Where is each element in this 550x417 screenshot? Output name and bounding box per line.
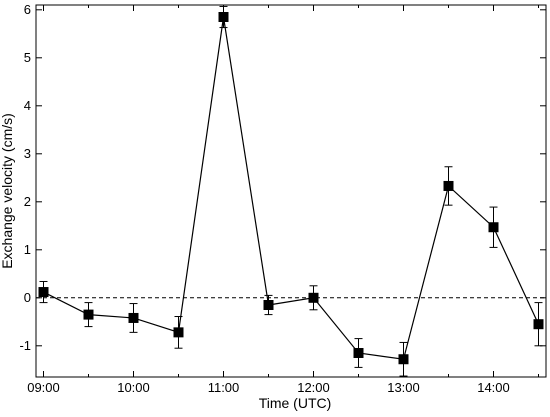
data-point bbox=[83, 309, 94, 320]
x-tick-label: 11:00 bbox=[208, 380, 240, 395]
data-point bbox=[263, 300, 274, 310]
x-tick-label: 14:00 bbox=[477, 380, 510, 395]
data-point bbox=[353, 348, 364, 358]
data-point bbox=[38, 287, 49, 298]
y-tick-label: 6 bbox=[24, 2, 31, 17]
y-tick-label: 5 bbox=[24, 50, 31, 65]
y-axis-ticks: -1 0 1 2 3 4 5 6 bbox=[19, 2, 546, 353]
x-axis-title: Time (UTC) bbox=[259, 395, 332, 411]
data-point bbox=[488, 222, 499, 233]
x-tick-label: 13:00 bbox=[387, 380, 420, 395]
x-tick-label: 09:00 bbox=[27, 380, 60, 395]
x-tick-label: 10:00 bbox=[117, 380, 150, 395]
series-group bbox=[38, 5, 544, 377]
data-point bbox=[128, 312, 139, 323]
data-point bbox=[443, 180, 454, 191]
y-tick-label: 3 bbox=[24, 146, 31, 161]
plot-area bbox=[35, 4, 547, 378]
x-tick-label: 12:00 bbox=[297, 380, 330, 395]
data-point bbox=[533, 319, 544, 330]
series-line bbox=[43, 16, 540, 360]
y-tick-label: 2 bbox=[24, 194, 31, 209]
y-axis-title: Exchange velocity (cm/s) bbox=[0, 113, 15, 269]
y-tick-label: 0 bbox=[24, 290, 31, 305]
y-tick-label: 1 bbox=[24, 242, 31, 257]
data-point bbox=[173, 327, 184, 338]
y-tick-label: -1 bbox=[19, 338, 31, 353]
y-tick-label: 4 bbox=[24, 98, 31, 113]
data-point bbox=[398, 354, 409, 365]
data-point bbox=[218, 12, 229, 22]
data-point bbox=[308, 292, 319, 303]
x-axis-ticks: 09:00 10:00 11:00 12:00 13:00 14:00 bbox=[27, 5, 539, 395]
